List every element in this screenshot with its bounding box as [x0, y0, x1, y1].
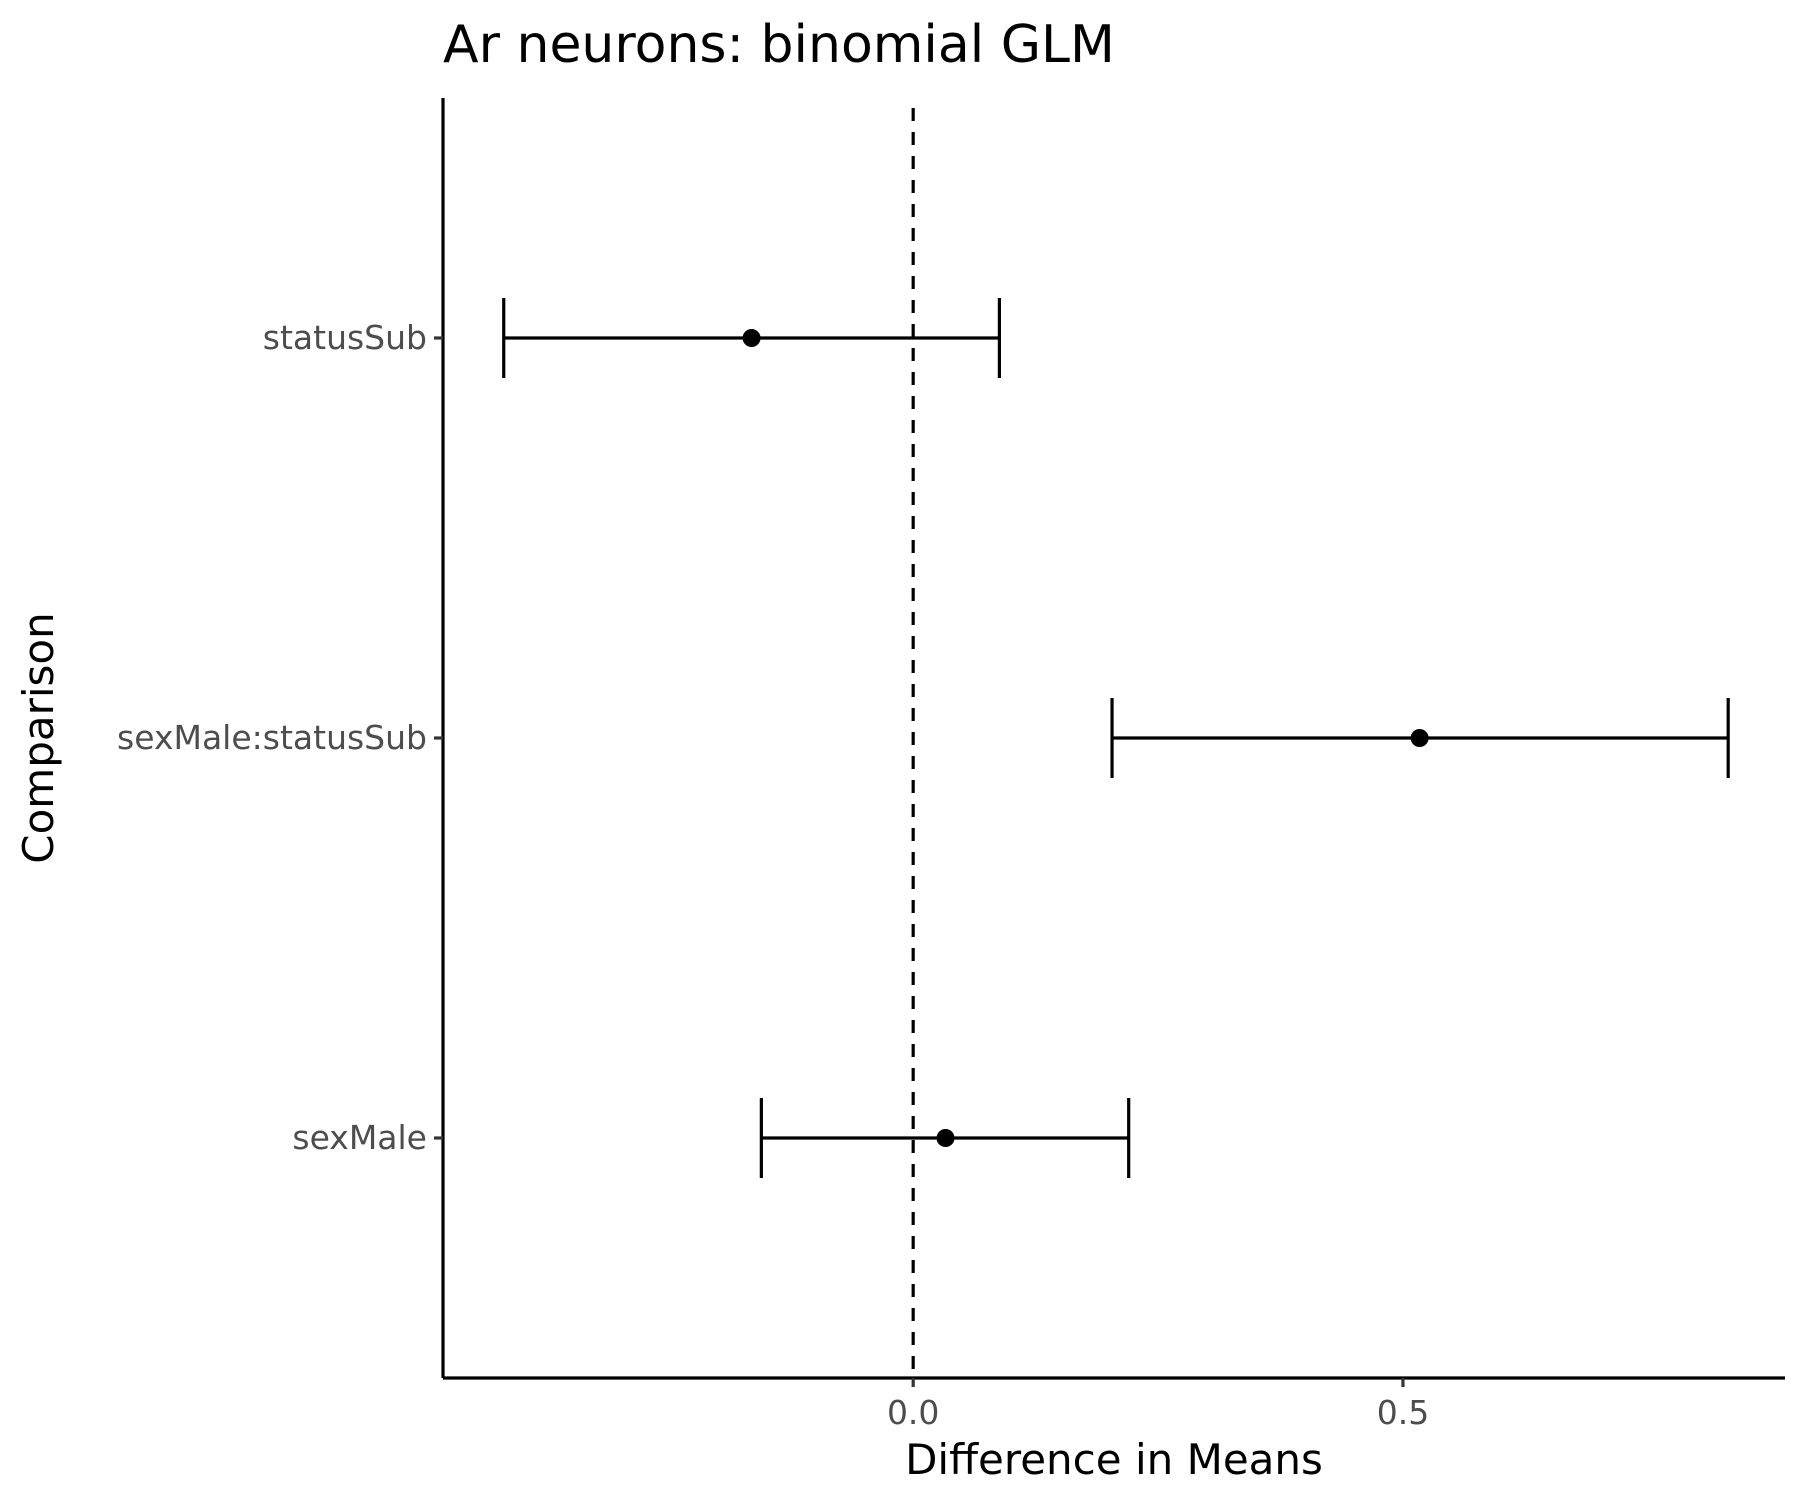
- y-tick-label: statusSub: [263, 318, 427, 357]
- x-tick-label: 0.0: [887, 1393, 939, 1432]
- marks-layer: [502, 298, 1730, 1178]
- y-axis-title: Comparison: [14, 612, 63, 863]
- x-axis-title: Difference in Means: [905, 1435, 1323, 1484]
- estimate-point: [1410, 729, 1429, 747]
- x-tick-label: 0.5: [1377, 1393, 1429, 1432]
- estimate-point: [936, 1129, 955, 1147]
- x-tick-layer: 0.0 0.5: [887, 1378, 1429, 1432]
- estimate-point: [742, 329, 761, 347]
- y-tick-layer: statusSub sexMale:statusSub sexMale: [117, 318, 443, 1157]
- y-tick-label: sexMale: [292, 1118, 427, 1157]
- chart-title: Ar neurons: binomial GLM: [443, 15, 1115, 75]
- y-tick-label: sexMale:statusSub: [117, 718, 427, 757]
